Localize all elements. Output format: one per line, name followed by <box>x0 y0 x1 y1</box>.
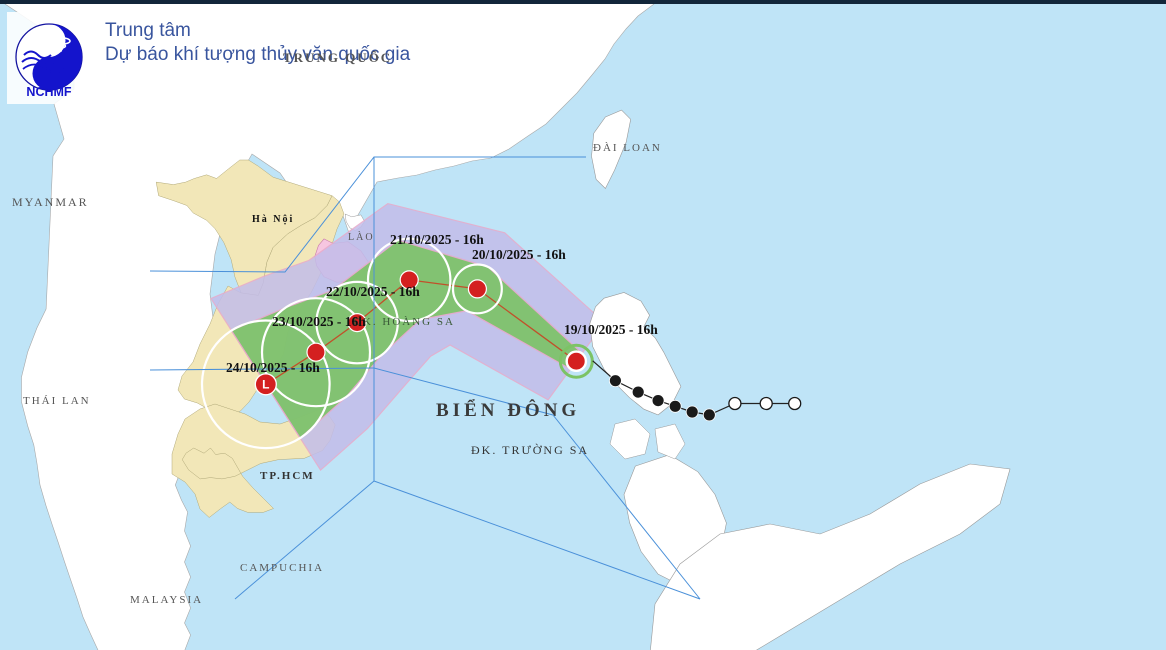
svg-text:MYANMAR: MYANMAR <box>12 195 89 209</box>
svg-text:L: L <box>262 378 269 392</box>
svg-text:MALAYSIA: MALAYSIA <box>130 594 203 606</box>
svg-text:TRUNG QUỐC: TRUNG QUỐC <box>283 50 392 65</box>
svg-text:19/10/2025 - 16h: 19/10/2025 - 16h <box>564 322 658 337</box>
svg-text:NCHMF: NCHMF <box>26 85 71 99</box>
svg-text:Hà Nội: Hà Nội <box>252 214 294 225</box>
svg-text:THÁI LAN: THÁI LAN <box>23 395 91 407</box>
svg-text:ĐK. HOÀNG SA: ĐK. HOÀNG SA <box>353 316 455 328</box>
svg-text:TP.HCM: TP.HCM <box>260 470 315 482</box>
svg-text:23/10/2025 - 16h: 23/10/2025 - 16h <box>272 314 366 329</box>
svg-text:BIỂN ĐÔNG: BIỂN ĐÔNG <box>436 399 580 421</box>
svg-text:21/10/2025 - 16h: 21/10/2025 - 16h <box>390 232 484 247</box>
svg-text:ĐÀI LOAN: ĐÀI LOAN <box>593 142 662 154</box>
svg-text:CAMPUCHIA: CAMPUCHIA <box>240 562 324 574</box>
svg-text:LÀO: LÀO <box>348 231 375 243</box>
svg-text:24/10/2025 - 16h: 24/10/2025 - 16h <box>226 360 320 375</box>
svg-text:ĐK. TRƯỜNG SA: ĐK. TRƯỜNG SA <box>471 443 589 457</box>
svg-text:20/10/2025 - 16h: 20/10/2025 - 16h <box>472 247 566 262</box>
svg-text:22/10/2025 - 16h: 22/10/2025 - 16h <box>326 284 420 299</box>
svg-text:Trung tâm: Trung tâm <box>105 20 191 41</box>
